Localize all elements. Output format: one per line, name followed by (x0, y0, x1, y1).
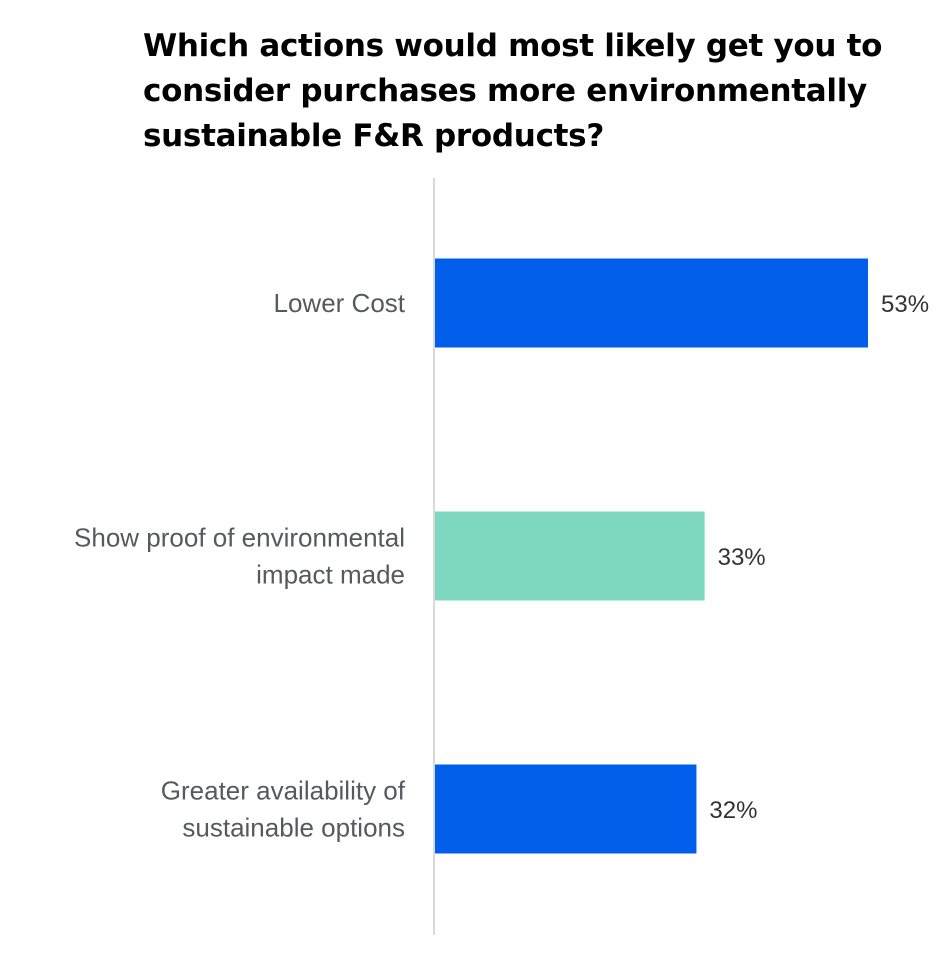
chart-title: Which actions would most likely get you … (143, 28, 883, 154)
chart-marks: 53% Lower Cost 33% Show proof of environmen… (74, 258, 929, 854)
value-label-1: 33% (718, 544, 766, 571)
value-label-2: 32% (709, 797, 757, 824)
category-label-2-line-1: sustainable options (182, 813, 405, 843)
bar-1 (435, 511, 705, 601)
category-label-2-line-0: Greater availability of (161, 776, 406, 806)
value-label-0: 53% (881, 291, 929, 318)
category-label-0-line-0: Lower Cost (274, 288, 406, 318)
bar-2 (435, 764, 697, 854)
category-label-1-line-0: Show proof of environmental (74, 523, 405, 553)
bar-0 (435, 258, 868, 348)
category-label-1-line-1: impact made (256, 560, 405, 590)
